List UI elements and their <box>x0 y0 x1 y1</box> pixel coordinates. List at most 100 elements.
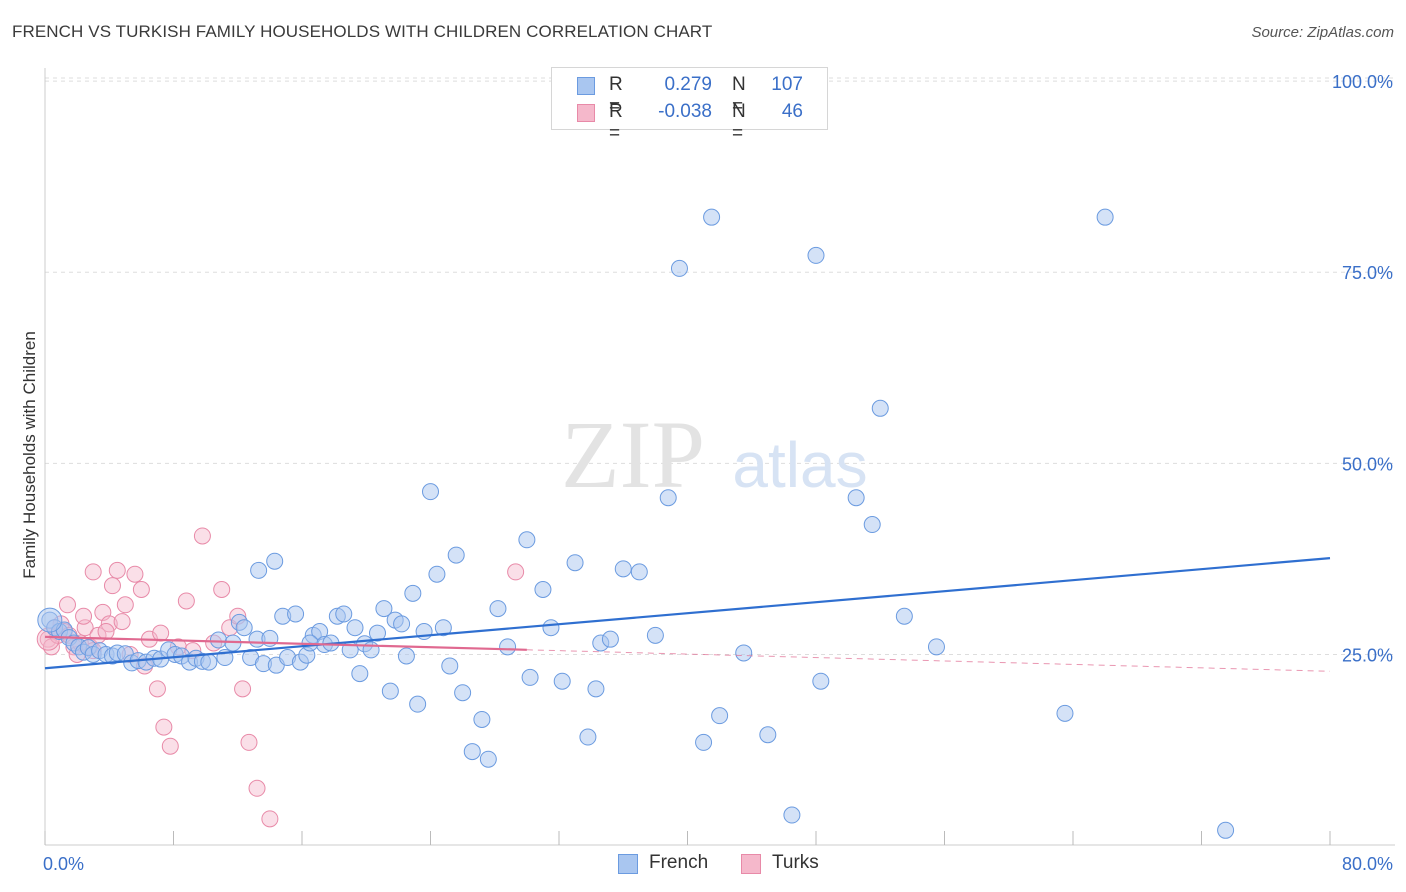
french-point <box>489 600 507 618</box>
french-point <box>614 560 632 578</box>
french-point <box>351 665 369 683</box>
trend-lines <box>44 557 1331 672</box>
french-point <box>566 554 584 572</box>
french-point <box>441 657 459 675</box>
bottom-legend-label-turks: Turks <box>772 852 819 873</box>
legend-r-label: R = <box>609 74 623 117</box>
french-point <box>362 641 380 659</box>
french-point <box>393 615 411 633</box>
correlation-legend: R = 0.279 N = 107 R = -0.038 N = 46 <box>551 67 828 144</box>
turks-point <box>148 680 166 698</box>
french-point <box>807 246 825 264</box>
french-point <box>463 743 481 761</box>
legend-swatch-turks <box>577 104 595 122</box>
french-point <box>1217 821 1235 839</box>
french-point <box>646 626 664 644</box>
french-point <box>473 710 491 728</box>
grid-lines <box>45 77 1395 655</box>
turks-point <box>152 624 170 642</box>
french-point <box>587 680 605 698</box>
turks-point <box>248 779 266 797</box>
x-tick-label-min: 0.0% <box>43 854 84 874</box>
french-point <box>783 806 801 824</box>
axes <box>44 68 1395 846</box>
french-point <box>895 607 913 625</box>
french-point <box>735 644 753 662</box>
french-point <box>695 733 713 751</box>
french-point <box>422 483 439 501</box>
y-tick-label: 100.0% <box>1332 72 1393 92</box>
french-point <box>1096 208 1114 226</box>
french-point <box>670 259 688 277</box>
french-point <box>404 584 422 602</box>
turks-point <box>161 737 179 755</box>
watermark-zip: ZIP <box>561 401 705 508</box>
french-point <box>630 563 648 581</box>
french-point <box>927 638 945 656</box>
french-point <box>397 647 415 665</box>
chart-title: FRENCH VS TURKISH FAMILY HOUSEHOLDS WITH… <box>12 22 713 41</box>
french-point <box>812 672 830 690</box>
turks-point <box>177 592 195 610</box>
turks-point <box>213 580 231 598</box>
french-point <box>287 605 305 623</box>
turks-point <box>507 563 525 581</box>
turks-point <box>126 565 144 583</box>
legend-swatch-french <box>577 77 595 95</box>
french-point <box>847 489 865 507</box>
french-point <box>375 600 393 618</box>
french-point <box>659 489 677 507</box>
turks-point <box>132 580 150 598</box>
french-point <box>346 619 364 637</box>
french-point <box>863 516 881 534</box>
legend-r-value: 0.279 <box>664 74 712 95</box>
french-point <box>518 531 536 549</box>
bottom-legend-swatch-french <box>618 854 638 874</box>
french-point <box>381 682 399 700</box>
french-point <box>479 750 497 768</box>
legend-n-label: N = <box>732 74 746 117</box>
french-trend-line <box>44 557 1331 670</box>
y-tick-label: 25.0% <box>1342 645 1393 665</box>
french-point <box>37 607 63 633</box>
bottom-legend-swatch-turks <box>741 854 761 874</box>
french-point <box>1056 704 1074 722</box>
turks-point <box>116 596 134 614</box>
legend-r-label: R = <box>609 101 623 144</box>
chart-source: Source: ZipAtlas.com <box>1251 24 1394 41</box>
turks-point <box>58 596 76 614</box>
turks-points <box>36 527 525 828</box>
french-point <box>434 619 452 637</box>
french-point <box>601 630 619 648</box>
french-point <box>542 619 560 637</box>
turks-point <box>261 810 279 828</box>
french-point <box>266 552 284 570</box>
french-point <box>209 631 227 649</box>
y-tick-label: 75.0% <box>1342 263 1393 283</box>
turks-trend-line-extension <box>526 649 1331 672</box>
legend-r-value: -0.038 <box>658 101 712 122</box>
turks-point <box>155 718 173 736</box>
legend-n-value: 107 <box>771 74 803 95</box>
bottom-legend-label-french: French <box>649 852 709 873</box>
french-point <box>200 653 218 671</box>
turks-point <box>108 561 126 579</box>
french-point <box>871 399 889 417</box>
watermark-atlas: atlas <box>732 429 867 501</box>
french-point <box>759 726 777 744</box>
turks-point <box>234 680 252 698</box>
turks-point <box>84 563 102 581</box>
turks-point <box>193 527 211 545</box>
y-tick-label: 50.0% <box>1342 454 1393 474</box>
french-point <box>250 561 268 579</box>
french-point <box>579 728 597 746</box>
french-point <box>428 565 446 583</box>
turks-point <box>113 613 131 631</box>
turks-point <box>240 733 258 751</box>
watermark: ZIP atlas <box>561 401 868 508</box>
legend-n-label: N = <box>732 101 746 144</box>
turks-point <box>103 577 121 595</box>
turks-trend-line <box>44 635 527 651</box>
turks-point <box>97 623 115 641</box>
